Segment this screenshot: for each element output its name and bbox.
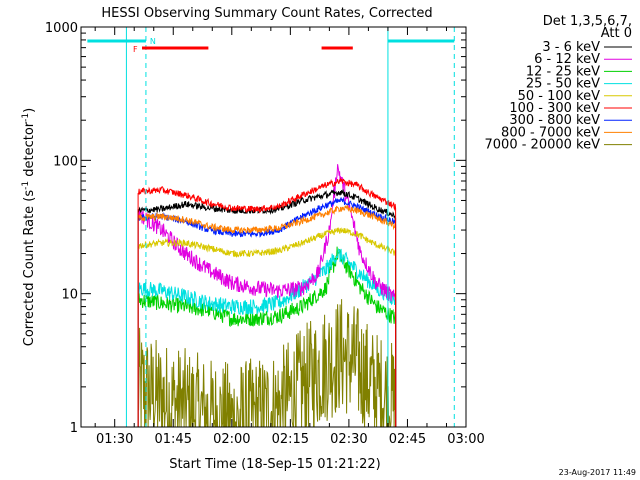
x-axis-label: Start Time (18-Sep-15 01:21:22) xyxy=(169,457,380,472)
y-axis-label: Corrected Count Rate (s-1 detector-1) xyxy=(21,108,37,346)
x-ticks: 01:30 01:45 02:00 02:15 02:30 02:45 03:00 xyxy=(94,27,485,447)
legend-entry-label: 7000 - 20000 keV xyxy=(485,138,601,153)
chart-title: HESSI Observing Summary Count Rates, Cor… xyxy=(101,6,432,21)
series-line-7 xyxy=(137,204,397,428)
legend-entry-label: 12 - 25 keV xyxy=(526,64,600,79)
legend-entry-label: 100 - 300 keV xyxy=(509,101,600,116)
y-ticks: 1 10 100 1000 xyxy=(45,21,466,436)
x-tick-label: 02:15 xyxy=(272,432,309,447)
legend-entry-label: 50 - 100 keV xyxy=(518,89,601,104)
series-line-6 xyxy=(137,196,397,428)
x-tick-label: 02:00 xyxy=(213,432,250,447)
series-line-2 xyxy=(137,246,397,428)
series-line-4 xyxy=(137,227,397,428)
legend-entry-label: 300 - 800 keV xyxy=(509,113,600,128)
x-tick-label: 02:30 xyxy=(330,432,367,447)
legend-entry-label: 3 - 6 keV xyxy=(542,40,600,55)
x-tick-label: 03:00 xyxy=(447,432,484,447)
flag-N-label: N xyxy=(150,37,156,46)
legend-entry-label: 6 - 12 keV xyxy=(534,52,600,67)
series-line-8 xyxy=(137,299,397,428)
legend-entry-label: 800 - 7000 keV xyxy=(501,125,600,140)
legend-entry-label: 25 - 50 keV xyxy=(526,77,600,92)
plot-frame xyxy=(80,26,467,428)
y-tick-label: 10 xyxy=(61,288,78,303)
legend-header-line: Det 1,3,5,6,7, xyxy=(543,14,632,29)
y-tick-label: 100 xyxy=(53,154,78,169)
flag-F-label: F xyxy=(133,45,138,54)
x-tick-label: 01:45 xyxy=(155,432,192,447)
series-layer xyxy=(137,164,397,428)
flag-layer: NF xyxy=(87,27,455,427)
x-tick-label: 01:30 xyxy=(96,432,133,447)
legend-header-line: Att 0 xyxy=(601,26,632,41)
y-tick-label: 1 xyxy=(70,421,78,436)
series-line-3 xyxy=(137,247,397,428)
series-line-5 xyxy=(137,176,397,428)
x-tick-label: 02:45 xyxy=(389,432,426,447)
series-line-1 xyxy=(137,164,397,428)
y-tick-label: 1000 xyxy=(45,21,78,36)
footer-date: 23-Aug-2017 11:49 xyxy=(559,468,636,477)
